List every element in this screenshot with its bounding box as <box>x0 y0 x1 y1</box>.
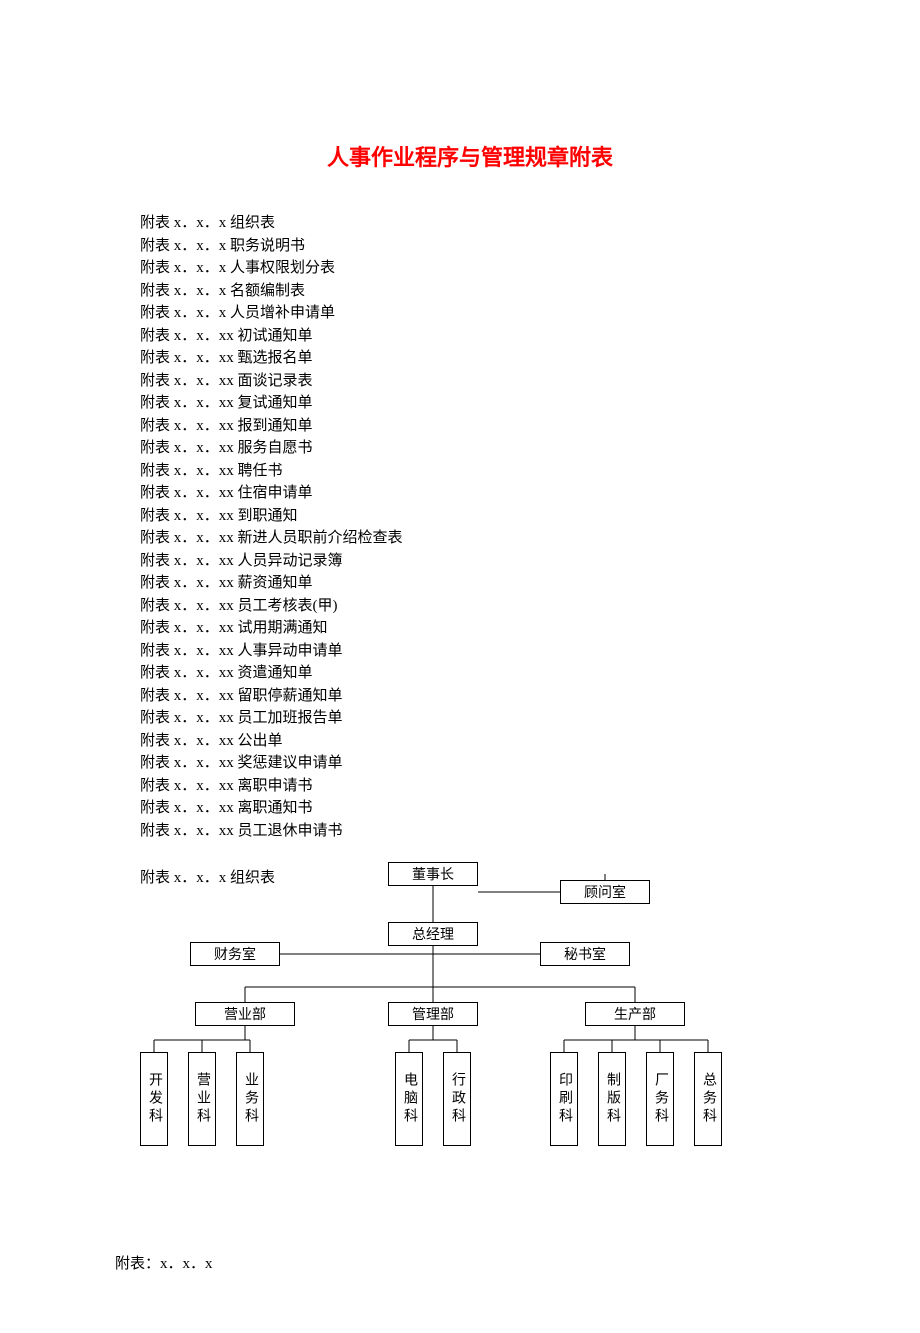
document-page: 人事作业程序与管理规章附表 附表 x．x．x 组织表附表 x．x．x 职务说明书… <box>0 0 920 1333</box>
org-chart-section: 附表 x．x．x 组织表 董事长顾问室总经理财务室秘书室营业部管理部生产部开发科… <box>140 862 800 1192</box>
appendix-list-item: 附表 x．x．xx 试用期满通知 <box>140 617 800 640</box>
org-node-finance: 财务室 <box>190 942 280 966</box>
appendix-list-item: 附表 x．x．xx 员工退休申请书 <box>140 820 800 843</box>
appendix-list-item: 附表 x．x．xx 服务自愿书 <box>140 437 800 460</box>
org-node-plate: 制版科 <box>598 1052 626 1146</box>
appendix-list-item: 附表 x．x．xx 员工考核表(甲) <box>140 595 800 618</box>
appendix-list-item: 附表 x．x．xx 到职通知 <box>140 505 800 528</box>
org-node-dev: 开发科 <box>140 1052 168 1146</box>
appendix-list-item: 附表 x．x．xx 聘任书 <box>140 460 800 483</box>
appendix-list-item: 附表 x．x．xx 新进人员职前介绍检查表 <box>140 527 800 550</box>
appendix-list-item: 附表 x．x．xx 留职停薪通知单 <box>140 685 800 708</box>
appendix-list-item: 附表 x．x．xx 员工加班报告单 <box>140 707 800 730</box>
org-node-chairman: 董事长 <box>388 862 478 886</box>
org-node-prod: 生产部 <box>585 1002 685 1026</box>
org-node-admin: 行政科 <box>443 1052 471 1146</box>
appendix-list-item: 附表 x．x．xx 甄选报名单 <box>140 347 800 370</box>
appendix-list-item: 附表 x．x．xx 人员异动记录簿 <box>140 550 800 573</box>
org-node-factory: 厂务科 <box>646 1052 674 1146</box>
appendix-list-item: 附表 x．x．x 职务说明书 <box>140 235 800 258</box>
appendix-list-item: 附表 x．x．xx 复试通知单 <box>140 392 800 415</box>
appendix-list-item: 附表 x．x．xx 离职申请书 <box>140 775 800 798</box>
appendix-list: 附表 x．x．x 组织表附表 x．x．x 职务说明书附表 x．x．x 人事权限划… <box>140 212 800 842</box>
org-node-print: 印刷科 <box>550 1052 578 1146</box>
appendix-list-item: 附表 x．x．x 组织表 <box>140 212 800 235</box>
page-title: 人事作业程序与管理规章附表 <box>140 140 800 172</box>
org-node-business: 业务科 <box>236 1052 264 1146</box>
appendix-list-item: 附表 x．x．xx 薪资通知单 <box>140 572 800 595</box>
appendix-list-item: 附表 x．x．x 人员增补申请单 <box>140 302 800 325</box>
org-node-salesDept: 营业科 <box>188 1052 216 1146</box>
footer-label: 附表：x．x．x <box>115 1252 800 1273</box>
org-node-gm: 总经理 <box>388 922 478 946</box>
appendix-list-item: 附表 x．x．xx 奖惩建议申请单 <box>140 752 800 775</box>
appendix-list-item: 附表 x．x．x 人事权限划分表 <box>140 257 800 280</box>
appendix-list-item: 附表 x．x．xx 住宿申请单 <box>140 482 800 505</box>
appendix-list-item: 附表 x．x．xx 人事异动申请单 <box>140 640 800 663</box>
org-node-mgmt: 管理部 <box>388 1002 478 1026</box>
appendix-list-item: 附表 x．x．xx 面谈记录表 <box>140 370 800 393</box>
appendix-list-item: 附表 x．x．xx 报到通知单 <box>140 415 800 438</box>
org-node-general: 总务科 <box>694 1052 722 1146</box>
org-node-advisor: 顾问室 <box>560 880 650 904</box>
appendix-list-item: 附表 x．x．xx 公出单 <box>140 730 800 753</box>
appendix-list-item: 附表 x．x．xx 离职通知书 <box>140 797 800 820</box>
org-node-sales: 营业部 <box>195 1002 295 1026</box>
org-node-computer: 电脑科 <box>395 1052 423 1146</box>
appendix-list-item: 附表 x．x．xx 资遣通知单 <box>140 662 800 685</box>
appendix-list-item: 附表 x．x．x 名额编制表 <box>140 280 800 303</box>
appendix-list-item: 附表 x．x．xx 初试通知单 <box>140 325 800 348</box>
org-node-secretary: 秘书室 <box>540 942 630 966</box>
